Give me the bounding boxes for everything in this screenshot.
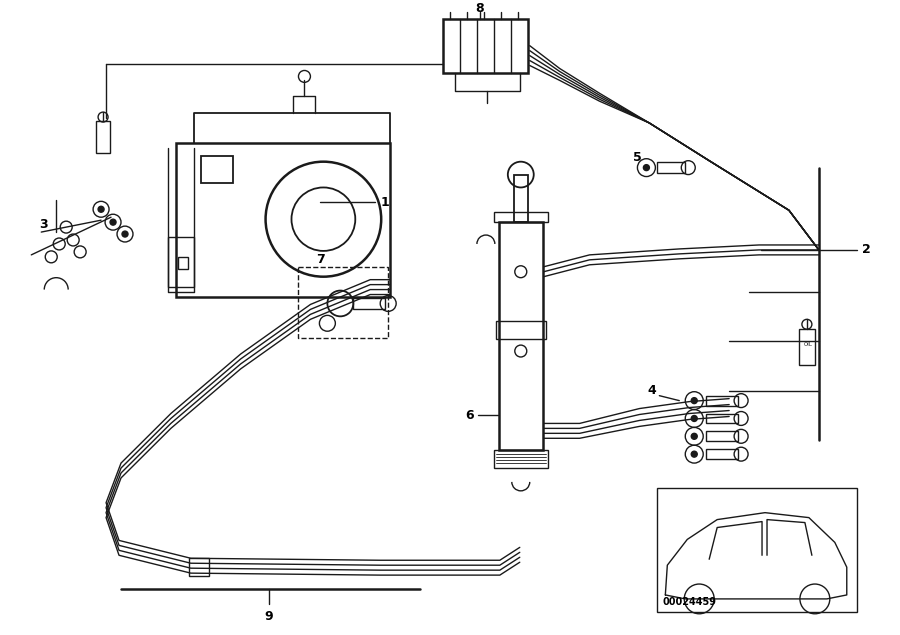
Bar — [706, 431, 738, 441]
Text: 8: 8 — [475, 3, 484, 15]
Bar — [496, 321, 545, 339]
Text: 1: 1 — [381, 196, 390, 209]
Bar — [494, 450, 548, 468]
Bar — [706, 449, 738, 459]
Circle shape — [691, 415, 698, 422]
Circle shape — [644, 164, 650, 171]
Bar — [706, 413, 738, 424]
Circle shape — [691, 433, 698, 439]
Circle shape — [110, 219, 116, 225]
Text: OIL: OIL — [804, 342, 813, 347]
Text: 4: 4 — [647, 384, 656, 398]
Bar — [657, 162, 685, 173]
Bar — [201, 156, 233, 184]
Bar — [178, 257, 188, 269]
Bar — [799, 329, 815, 365]
Text: 2: 2 — [862, 243, 871, 257]
Bar — [443, 19, 527, 74]
Bar — [168, 237, 194, 286]
Bar — [176, 143, 391, 297]
Circle shape — [98, 206, 104, 212]
Bar — [657, 488, 857, 612]
Bar — [514, 175, 527, 222]
Bar — [96, 121, 110, 153]
Text: 9: 9 — [265, 610, 273, 624]
Circle shape — [691, 398, 698, 404]
Circle shape — [691, 451, 698, 457]
Bar — [494, 212, 548, 222]
Bar — [706, 396, 738, 406]
Circle shape — [122, 231, 128, 237]
Text: 7: 7 — [316, 253, 325, 266]
Text: 5: 5 — [633, 151, 642, 164]
Text: 3: 3 — [39, 218, 48, 231]
Bar — [354, 298, 385, 309]
Bar — [499, 222, 543, 450]
Bar — [299, 267, 388, 338]
Text: 00024459: 00024459 — [662, 597, 716, 607]
Text: 6: 6 — [465, 409, 474, 422]
Bar — [189, 558, 209, 576]
